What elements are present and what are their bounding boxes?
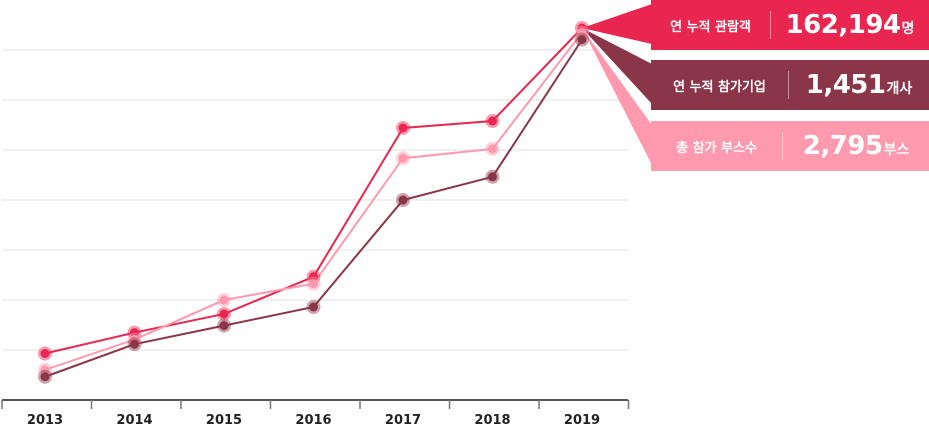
callout-visitors-value-group: 162,194 명 <box>771 10 929 40</box>
callout-pointer <box>582 28 652 165</box>
callout-booths-unit: 부스 <box>883 142 910 158</box>
callout-companies-value: 1,451 <box>805 70 886 100</box>
data-point-visitors <box>398 123 408 133</box>
callout-divider <box>770 11 771 39</box>
callout-visitors-value: 162,194 <box>785 10 901 40</box>
data-point-companies <box>130 339 139 349</box>
callout-companies-value-group: 1,451 개사 <box>789 70 929 100</box>
series-points <box>38 21 589 384</box>
data-point-companies <box>219 321 229 331</box>
data-point-visitors <box>130 328 139 338</box>
callout-pointer <box>582 4 652 44</box>
x-tick-label: 2015 <box>206 413 242 427</box>
series-line-booths <box>44 32 583 371</box>
callout-pointers <box>582 4 652 165</box>
callout-companies-label: 연 누적 참가기업 <box>673 79 766 95</box>
callout-visitors-label: 연 누적 관람객 <box>670 19 751 35</box>
callout-pointer <box>582 28 652 104</box>
data-point-companies <box>577 35 587 45</box>
x-tick-label: 2016 <box>295 413 331 427</box>
series-lines <box>44 27 583 378</box>
x-axis <box>1 399 630 409</box>
callout-booths: 총 참가 부스수 2,795 부스 <box>651 121 929 171</box>
x-tick-label: 2017 <box>385 413 421 427</box>
data-point-booths <box>309 279 318 289</box>
series-line-companies <box>44 39 583 378</box>
callout-divider <box>782 132 783 160</box>
callout-visitors-unit: 명 <box>901 21 915 37</box>
x-tick-label: 2013 <box>27 413 63 427</box>
x-tick-labels: 2013 2014 2015 2016 2017 2018 2019 <box>27 413 600 427</box>
data-point-booths <box>398 153 408 163</box>
data-point-companies <box>309 302 318 312</box>
callout-booths-value: 2,795 <box>802 131 883 161</box>
callout-companies-unit: 개사 <box>886 81 913 97</box>
callout-booths-value-group: 2,795 부스 <box>783 131 929 161</box>
data-point-booths <box>40 365 50 375</box>
callout-divider <box>788 71 789 99</box>
data-point-visitors <box>219 309 229 319</box>
data-point-booths <box>219 295 229 305</box>
x-tick-label: 2019 <box>564 413 600 427</box>
data-point-companies <box>398 195 408 205</box>
gridlines <box>2 49 628 351</box>
data-point-booths <box>488 144 497 154</box>
data-point-visitors <box>309 272 318 282</box>
data-point-booths <box>577 28 587 38</box>
callout-booths-label: 총 참가 부스수 <box>676 140 757 156</box>
callout-companies: 연 누적 참가기업 1,451 개사 <box>651 60 929 110</box>
data-point-visitors <box>488 116 497 126</box>
callout-visitors: 연 누적 관람객 162,194 명 <box>651 0 929 50</box>
x-tick-label: 2018 <box>474 413 510 427</box>
data-point-companies <box>488 172 497 182</box>
x-tick-label: 2014 <box>116 413 152 427</box>
data-point-companies <box>40 372 50 382</box>
data-point-visitors <box>40 349 50 358</box>
